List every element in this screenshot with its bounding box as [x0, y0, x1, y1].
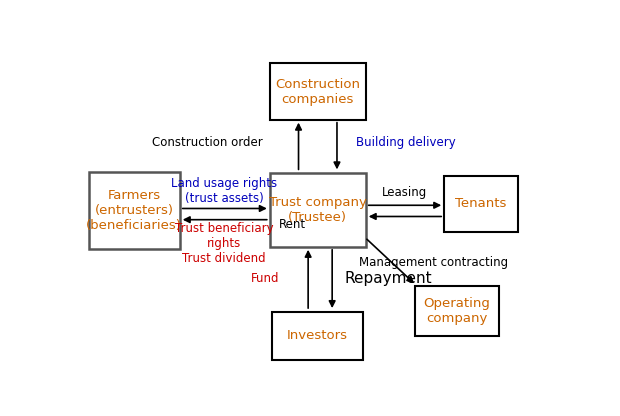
Text: Management contracting: Management contracting	[358, 256, 508, 270]
Bar	[272, 312, 363, 360]
Bar	[415, 286, 499, 336]
Text: Land usage rights
(trust assets): Land usage rights (trust assets)	[171, 177, 277, 205]
Text: Trust company
(Trustee): Trust company (Trustee)	[269, 196, 366, 224]
Text: Tenants: Tenants	[456, 197, 507, 210]
Text: Construction
companies: Construction companies	[275, 77, 360, 106]
Text: Building delivery: Building delivery	[356, 136, 456, 149]
Bar	[270, 63, 366, 120]
Bar	[270, 173, 366, 247]
Text: Farmers
(entrusters)
(beneficiaries): Farmers (entrusters) (beneficiaries)	[86, 188, 182, 232]
Text: Fund: Fund	[250, 272, 279, 285]
Bar	[89, 172, 180, 248]
Text: Rent: Rent	[279, 218, 306, 231]
Text: Leasing: Leasing	[382, 186, 427, 199]
Text: Trust beneficiary
rights
Trust dividend: Trust beneficiary rights Trust dividend	[175, 222, 273, 265]
Text: Repayment: Repayment	[344, 272, 432, 287]
Text: Construction order: Construction order	[152, 136, 263, 149]
Text: Operating
company: Operating company	[423, 297, 490, 325]
Text: Investors: Investors	[287, 329, 348, 342]
Bar	[444, 176, 518, 232]
